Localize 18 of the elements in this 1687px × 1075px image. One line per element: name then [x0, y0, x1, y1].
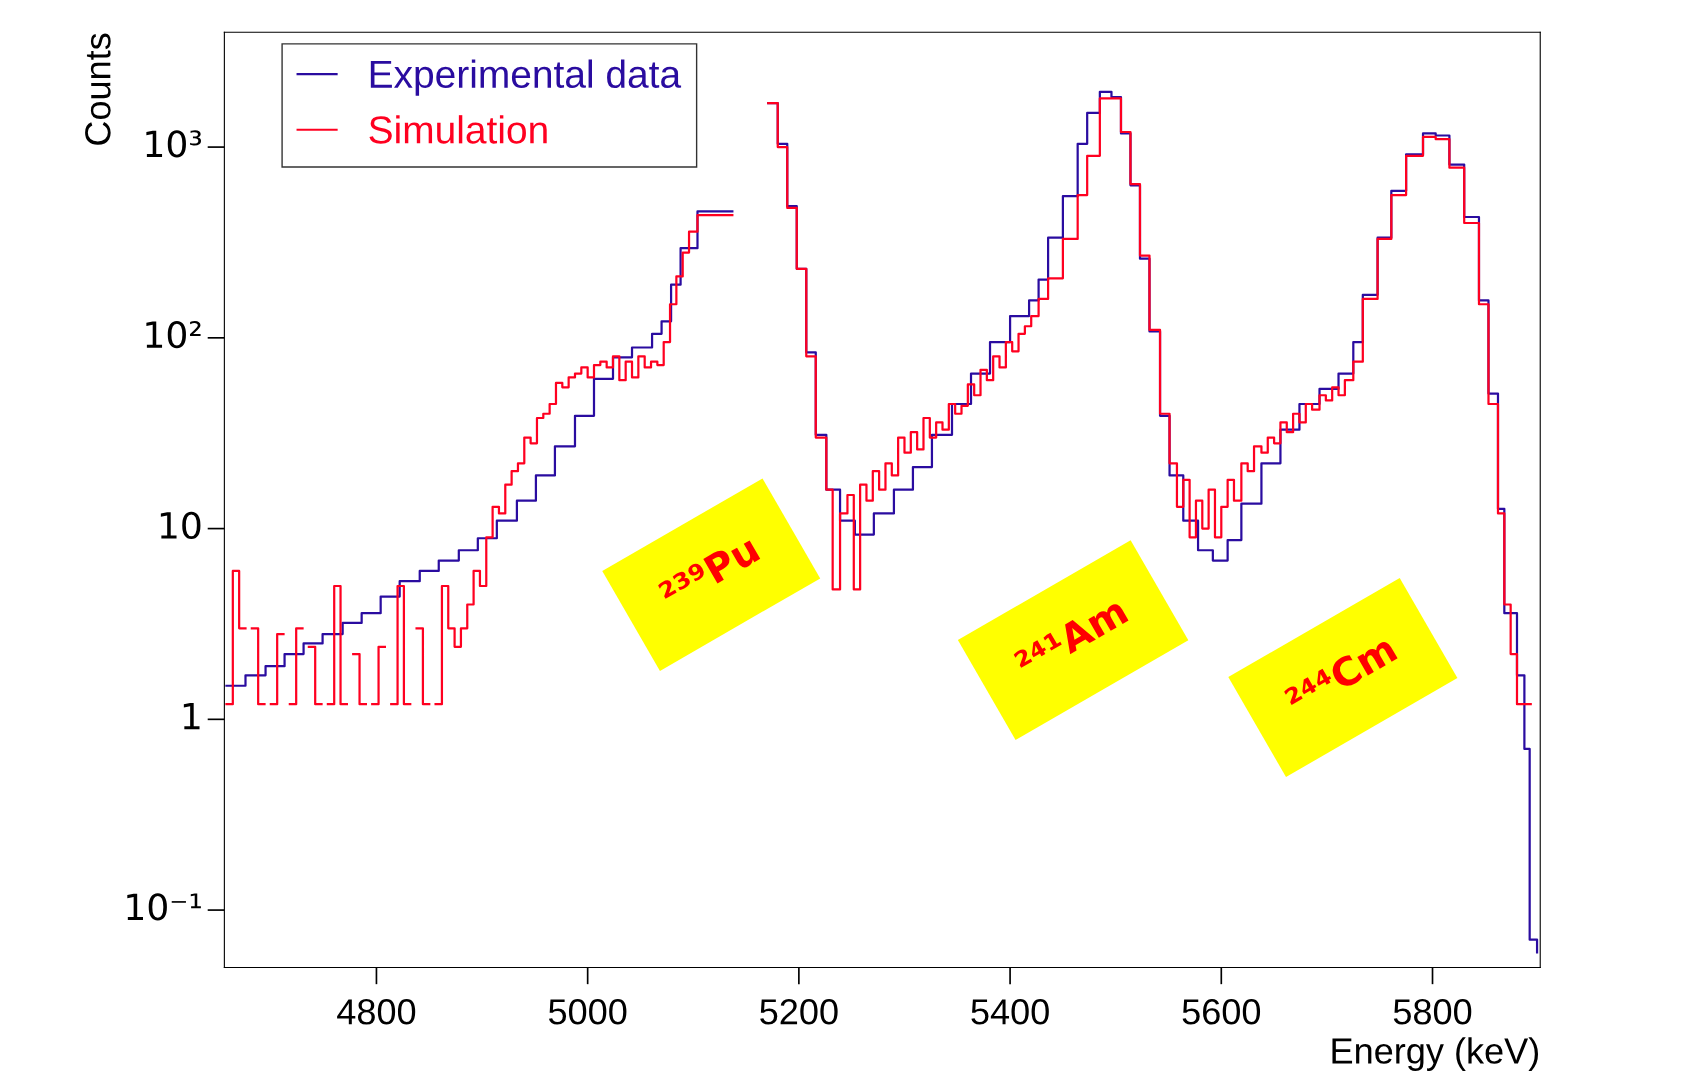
y-tick-label: 10	[160, 511, 201, 540]
x-axis-title: Energy (keV)	[1332, 1037, 1538, 1071]
legend-label: Experimental data	[370, 59, 682, 96]
x-tick-label: 5800	[1393, 999, 1472, 1025]
y-tick-label: 10³	[146, 130, 202, 158]
y-tick-label: 10⁻¹	[127, 893, 201, 921]
annotation: ²⁴⁴Cm	[1283, 633, 1398, 717]
x-tick-label: 4800	[337, 999, 416, 1025]
x-tick-label: 5400	[971, 999, 1049, 1025]
y-tick-label: 1	[183, 702, 200, 730]
y-tick-label: 10²	[146, 321, 201, 349]
annotation: ²³⁹Pu	[657, 533, 761, 611]
legend-label: Simulation	[369, 115, 547, 144]
x-tick-label: 5200	[760, 999, 838, 1025]
x-tick-label: 5000	[548, 999, 627, 1025]
y-axis-title: Counts	[85, 33, 111, 145]
x-tick-label: 5600	[1182, 999, 1261, 1025]
annotation: ²⁴¹Am	[1013, 595, 1129, 679]
